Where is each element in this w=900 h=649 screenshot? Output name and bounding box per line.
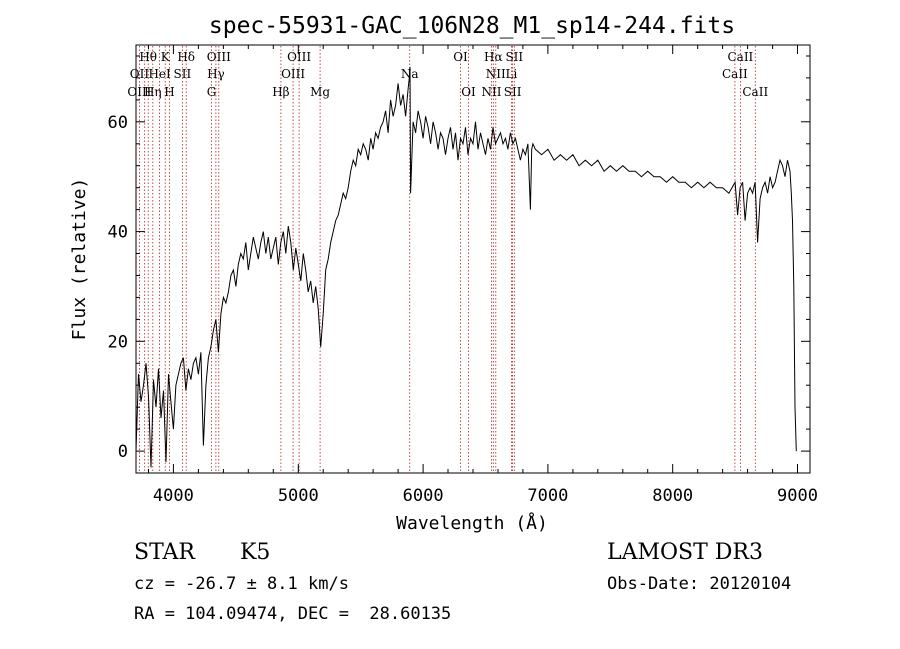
coordinates-text: RA = 104.09474, DEC = 28.60135: [134, 604, 452, 624]
plot-frame: [135, 44, 811, 474]
y-tick-label: 60: [108, 113, 128, 133]
x-tick-label: 9000: [777, 486, 818, 506]
line-label: CaII: [742, 85, 768, 99]
y-axis: 0 20 40 60: [108, 55, 810, 474]
line-label: CaII: [727, 50, 753, 64]
line-label: OIII: [287, 50, 311, 64]
line-label: OII: [130, 67, 150, 81]
line-label: Li: [505, 67, 517, 81]
line-label: Hβ: [272, 85, 289, 99]
line-label: G: [207, 85, 217, 99]
y-tick-label: 20: [108, 332, 128, 352]
line-label: OI: [453, 50, 468, 64]
obs-date: Obs-Date: 20120104: [607, 574, 792, 594]
line-label: Hα: [484, 50, 503, 64]
line-label: HeI: [148, 67, 171, 81]
emission-line-markers: [138, 46, 756, 472]
redshift-text: cz = -26.7 ± 8.1 km/s: [134, 574, 349, 594]
x-tick-label: 4000: [153, 486, 194, 506]
line-label: OI: [461, 85, 476, 99]
line-label: K: [161, 50, 171, 64]
x-tick-label: 5000: [278, 486, 319, 506]
x-tick-label: 6000: [403, 486, 444, 506]
line-label: OIII: [127, 85, 151, 99]
survey-name: LAMOST DR3: [607, 540, 763, 565]
object-subclass: K5: [240, 540, 271, 565]
line-label: OIII: [207, 50, 231, 64]
x-axis: 4000 5000 6000 7000 8000 9000: [148, 45, 818, 506]
line-label: Hδ: [177, 50, 195, 64]
object-class: STAR: [134, 540, 195, 565]
line-label: Hθ: [139, 50, 157, 64]
line-label: Mg: [310, 85, 330, 99]
line-label: NII: [482, 85, 502, 99]
line-label: SII: [504, 85, 522, 99]
y-tick-label: 40: [108, 223, 128, 243]
spectrum-line: [135, 66, 797, 468]
y-tick-label: 0: [118, 442, 128, 462]
line-label: OIII: [281, 67, 305, 81]
line-label: CaII: [722, 67, 748, 81]
x-axis-label: Wavelength (Å): [396, 512, 548, 534]
line-label: NII: [486, 67, 506, 81]
x-tick-label: 8000: [652, 486, 693, 506]
y-axis-label: Flux (relative): [69, 178, 90, 341]
line-label: Hγ: [207, 67, 225, 81]
line-label: H: [164, 85, 174, 99]
line-label: SII: [174, 67, 192, 81]
line-label: SII: [505, 50, 523, 64]
chart-title: spec-55931-GAC_106N28_M1_sp14-244.fits: [209, 13, 735, 39]
x-tick-label: 7000: [527, 486, 568, 506]
line-label: Hη: [144, 85, 162, 99]
